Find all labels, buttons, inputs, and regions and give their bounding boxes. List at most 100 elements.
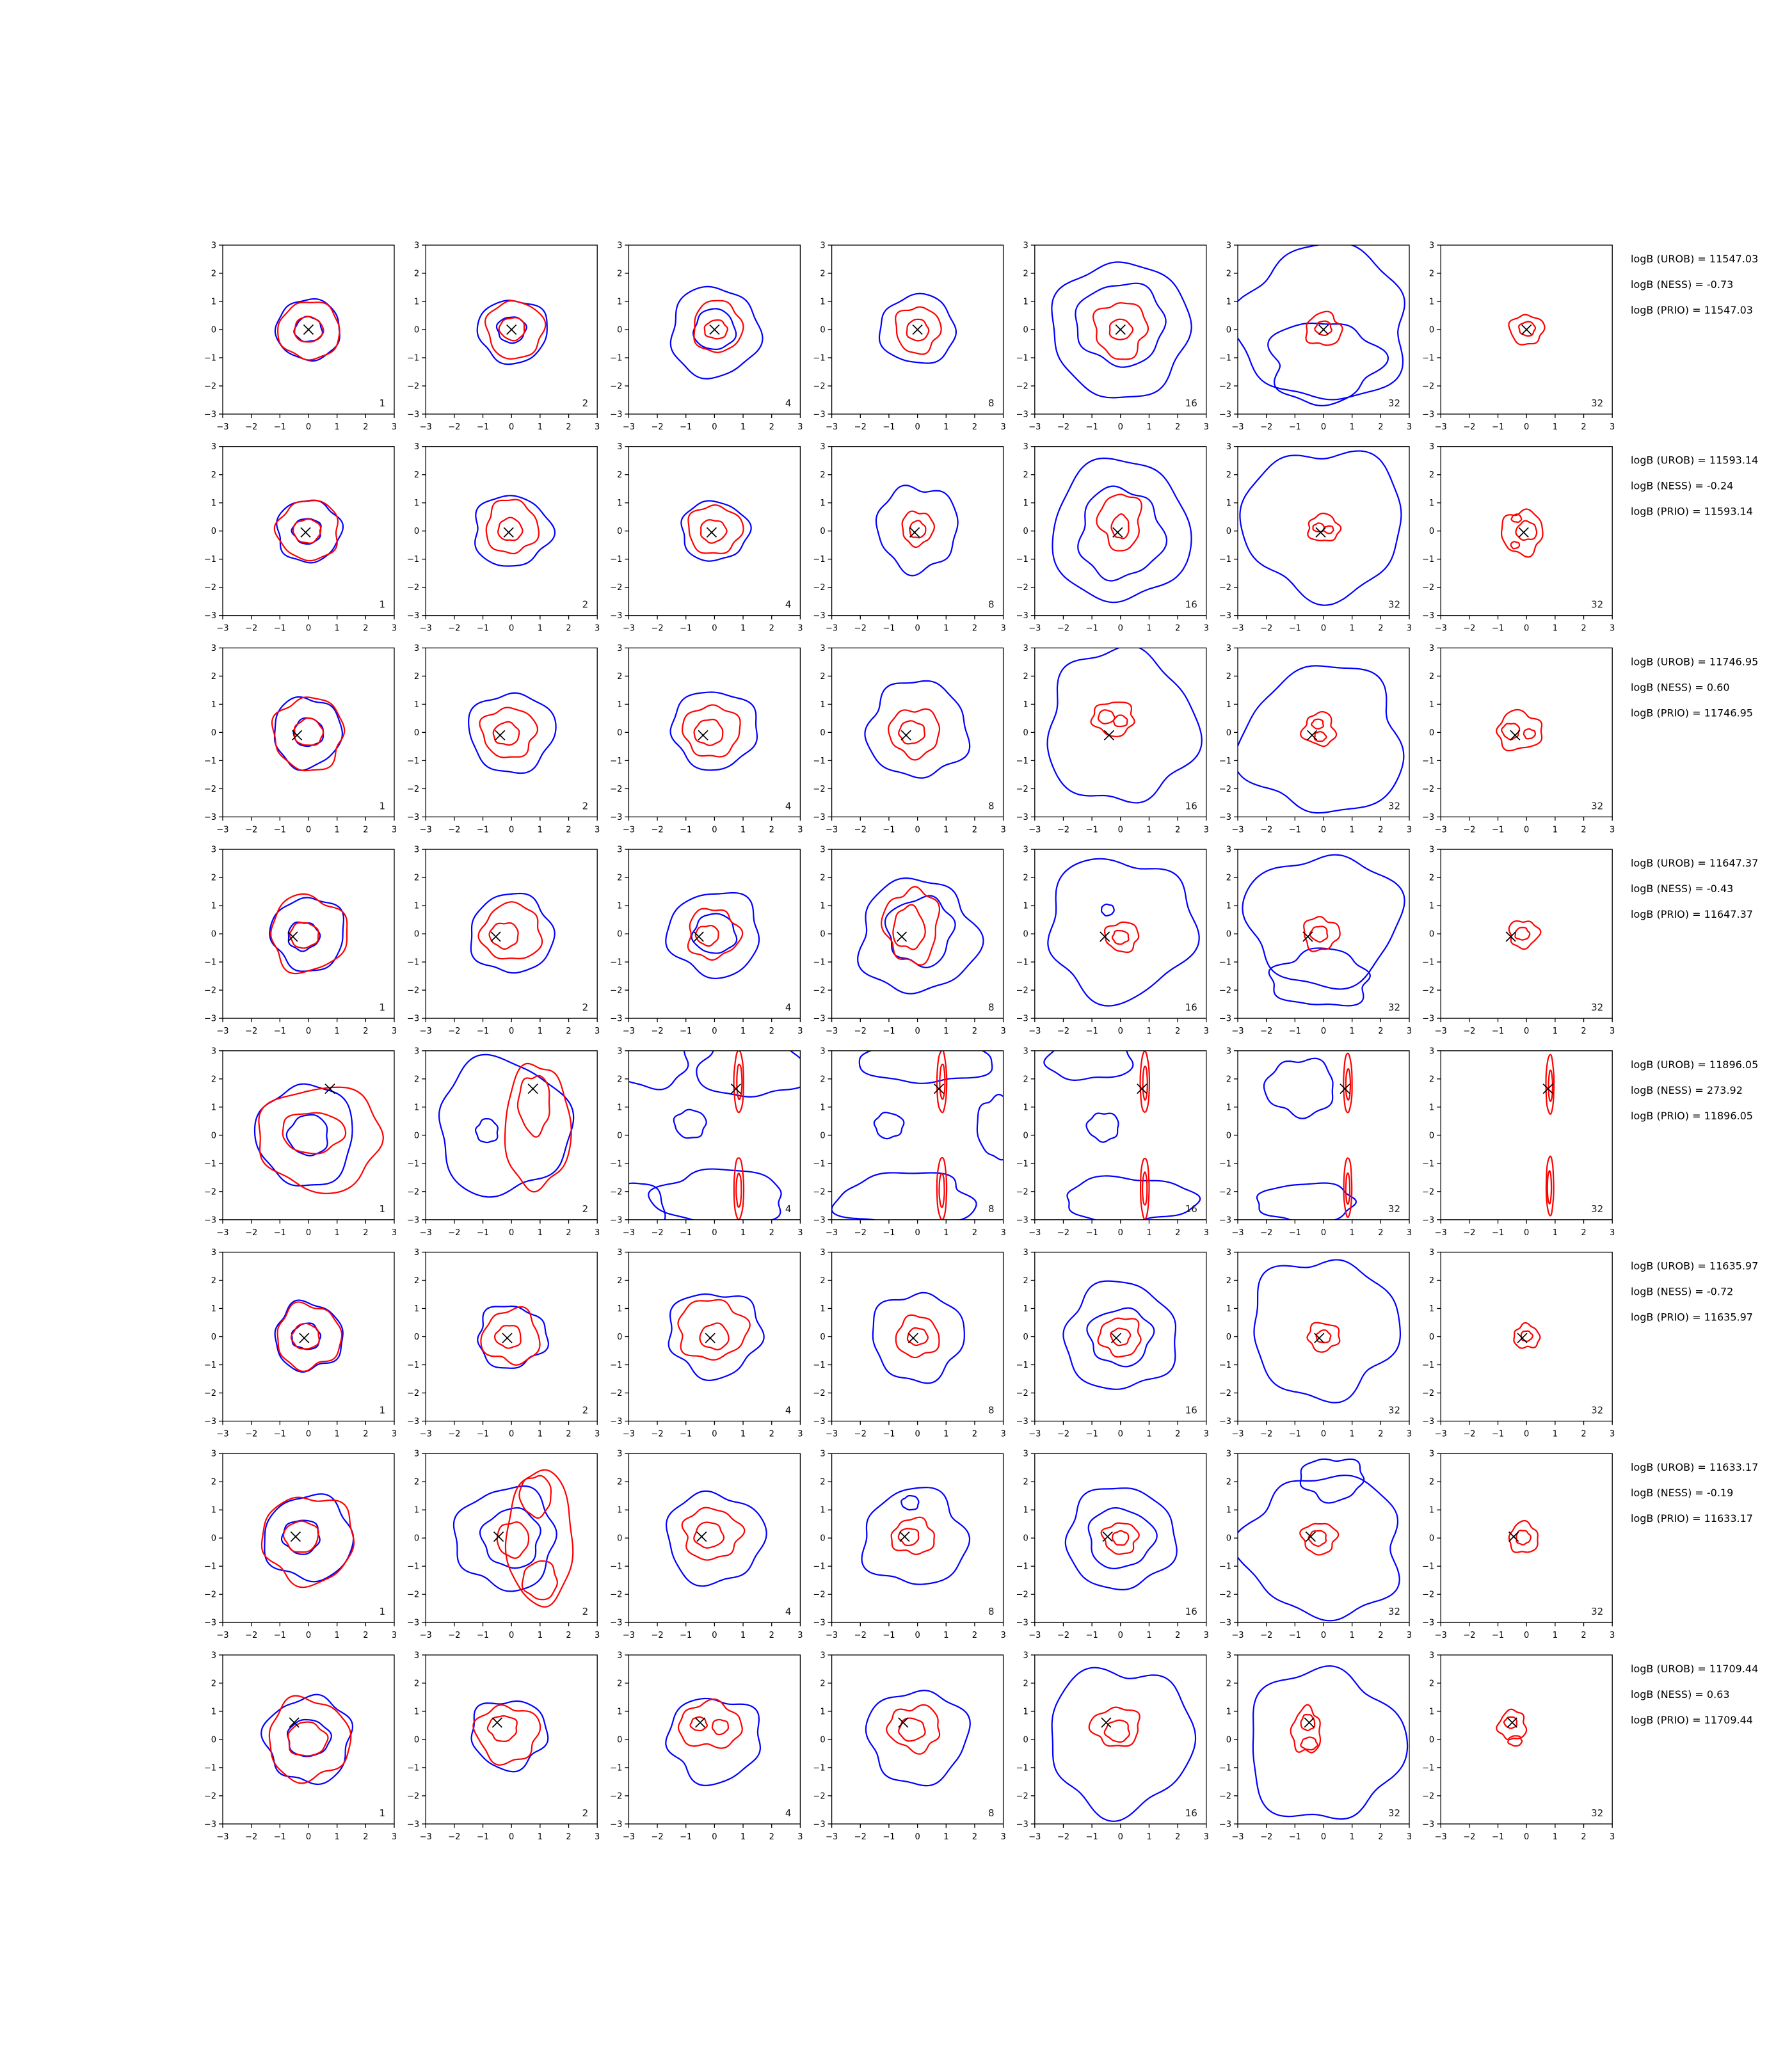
y-tick-label: 0	[211, 527, 216, 536]
y-tick-label: −1	[407, 1361, 419, 1370]
axes-frame	[628, 244, 801, 415]
y-tick-label: 2	[414, 672, 419, 682]
y-tick-label: −1	[1422, 958, 1434, 968]
y-tick-label: 1	[414, 700, 419, 710]
y-tick-label: −2	[1016, 1389, 1028, 1398]
x-tick-label: 1	[740, 1027, 746, 1036]
posterior-contour	[711, 1718, 730, 1736]
posterior-contour	[282, 1112, 347, 1155]
y-tick-label: −3	[1016, 1014, 1028, 1024]
posterior-contour	[1514, 927, 1531, 941]
y-tick-label: −1	[1016, 354, 1028, 364]
x-tick-label: −3	[826, 1430, 838, 1439]
true-parameter-marker-icon	[706, 527, 717, 538]
subplot-r2c5: −3−3 −2 −2 −1 −1 0 0 1 1 2 2 3 3 16	[1016, 442, 1209, 634]
reference-contour	[668, 1293, 765, 1381]
particle-count-label: 1	[379, 1002, 385, 1013]
axes-frame	[1440, 446, 1613, 616]
reference-contour	[648, 1168, 782, 1220]
y-tick-label: −3	[1016, 1820, 1028, 1829]
x-tick-label: 3	[1204, 1631, 1209, 1640]
y-tick-label: 1	[211, 700, 216, 710]
x-tick-label: 0	[1118, 1631, 1123, 1640]
axes-frame	[1237, 1654, 1410, 1825]
x-tick-label: 1	[943, 422, 948, 432]
y-tick-label: 1	[211, 1304, 216, 1314]
x-tick-label: −3	[826, 1832, 838, 1842]
x-tick-label: 1	[943, 1228, 948, 1238]
reference-contour	[1299, 1458, 1365, 1504]
reference-contour	[864, 680, 971, 779]
true-parameter-marker-icon	[502, 1332, 513, 1343]
true-parameter-marker-icon	[300, 527, 311, 538]
logB-annotation: logB (UROB) = 11547.03	[1631, 253, 1758, 265]
reference-contour	[873, 1112, 905, 1140]
x-tick-label: −1	[883, 1430, 895, 1439]
x-tick-label: 3	[1407, 624, 1412, 634]
subplot-r5c5: −3−3 −2 −2 −1 −1 0 0 1 1 2 2 3 3 16	[1016, 1046, 1209, 1238]
posterior-contour	[1313, 731, 1327, 742]
axes-frame	[425, 647, 598, 818]
x-tick-label: 2	[1581, 422, 1586, 432]
y-tick-label: 0	[820, 1332, 825, 1342]
y-tick-label: 1	[820, 902, 825, 911]
y-tick-label: −2	[1219, 583, 1231, 593]
x-tick-label: 0	[915, 825, 920, 835]
y-tick-label: 0	[617, 1332, 622, 1342]
subplot-r5c1: −3−3 −2 −2 −1 −1 0 0 1 1 2 2 3 3 1	[204, 1046, 397, 1238]
subplot-r5c4: −3−3 −2 −2 −1 −1 0 0 1 1 2 2 3 3 8	[813, 1046, 1005, 1238]
reference-contour	[1043, 1050, 1134, 1081]
x-tick-label: 0	[712, 1228, 717, 1238]
x-tick-label: 2	[566, 624, 571, 634]
reference-contour	[669, 691, 758, 771]
y-tick-label: 3	[1023, 644, 1028, 653]
y-tick-label: 1	[414, 1304, 419, 1314]
y-tick-label: −1	[204, 1763, 216, 1773]
particle-count-label: 32	[1388, 1002, 1400, 1013]
x-tick-label: −2	[854, 624, 867, 634]
subplot-r5c3: −3−3 −2 −2 −1 −1 0 0 1 1 2 2 3 3 4	[610, 1046, 803, 1238]
y-tick-label: 1	[617, 499, 622, 508]
x-tick-label: 1	[1350, 1430, 1355, 1439]
y-tick-label: −1	[1016, 1361, 1028, 1370]
x-tick-label: −2	[854, 1027, 867, 1036]
y-tick-label: −1	[204, 555, 216, 564]
y-tick-label: −1	[1422, 1361, 1434, 1370]
y-tick-label: 3	[1023, 1248, 1028, 1258]
reference-contour	[1064, 1487, 1178, 1590]
posterior-contour	[901, 510, 936, 548]
y-tick-label: 0	[1023, 527, 1028, 536]
true-parameter-marker-icon	[1318, 324, 1329, 335]
y-tick-label: −3	[1016, 1215, 1028, 1225]
y-tick-label: 3	[1226, 644, 1231, 653]
x-tick-label: 2	[566, 1027, 571, 1036]
x-tick-label: 3	[595, 825, 600, 835]
y-tick-label: 1	[617, 1506, 622, 1516]
y-tick-label: −1	[813, 1159, 825, 1169]
reference-contour	[1238, 245, 1405, 401]
x-tick-label: 2	[1175, 1832, 1180, 1842]
reference-contour	[1238, 1475, 1400, 1622]
y-tick-label: −2	[813, 785, 825, 794]
y-tick-label: −1	[610, 354, 622, 364]
y-tick-label: 2	[1429, 672, 1434, 682]
y-tick-label: −3	[204, 1014, 216, 1024]
y-tick-label: 1	[1023, 902, 1028, 911]
y-tick-label: 0	[820, 527, 825, 536]
y-tick-label: 1	[211, 298, 216, 307]
axes-frame	[1237, 849, 1410, 1019]
y-tick-label: −1	[610, 1562, 622, 1572]
particle-count-label: 16	[1185, 397, 1197, 409]
posterior-contour	[687, 504, 744, 554]
true-parameter-marker-icon	[506, 324, 517, 335]
y-tick-label: 0	[1023, 1332, 1028, 1342]
y-tick-label: 1	[820, 1506, 825, 1516]
x-tick-label: 3	[1407, 1430, 1412, 1439]
y-tick-label: 2	[617, 672, 622, 682]
x-tick-label: 2	[769, 1430, 774, 1439]
x-tick-label: −3	[420, 1832, 432, 1842]
posterior-contour	[1515, 520, 1538, 541]
reference-contour	[470, 1700, 549, 1773]
y-tick-label: 1	[1226, 1304, 1231, 1314]
y-tick-label: −3	[204, 1215, 216, 1225]
